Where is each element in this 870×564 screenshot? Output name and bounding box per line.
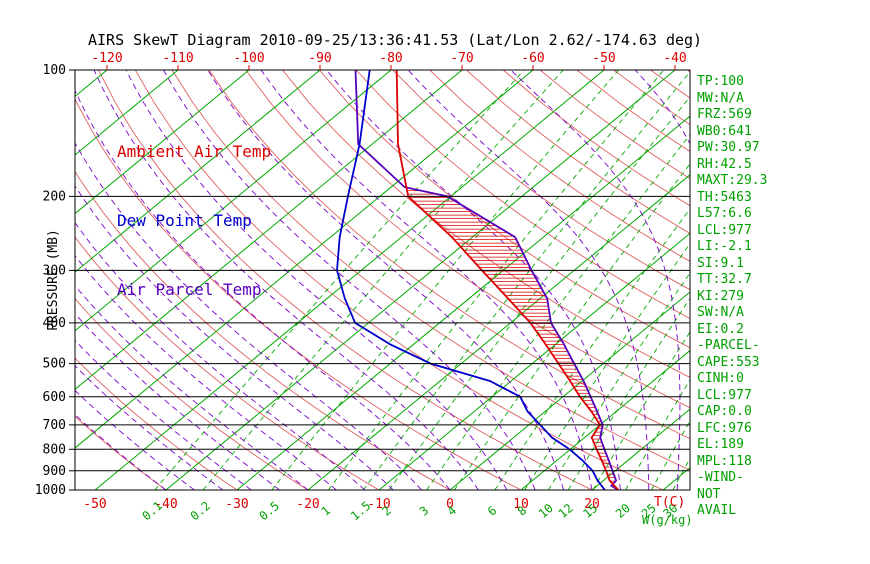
dry-adiabat [283,70,870,490]
svg-text:10: 10 [536,501,556,521]
stat-line: SW:N/A [697,305,767,322]
legend-parcel: Air Parcel Temp [117,278,271,301]
stat-line: TH:5463 [697,190,767,207]
mixing-ratio-line [525,70,818,490]
svg-text:-50: -50 [83,497,106,512]
svg-text:-30: -30 [225,497,248,512]
stat-line: EI:0.2 [697,322,767,339]
svg-text:600: 600 [43,390,66,405]
temp-unit-label: T(C) [654,495,685,510]
svg-text:800: 800 [43,442,66,457]
svg-text:-110: -110 [162,51,193,66]
svg-text:2: 2 [379,503,394,518]
stat-line: MAXT:29.3 [697,173,767,190]
svg-text:-60: -60 [521,51,544,66]
stat-line: MW:N/A [697,91,767,108]
legend: Ambient Air Temp Dew Point Temp Air Parc… [117,94,271,324]
svg-text:-90: -90 [308,51,331,66]
svg-text:-80: -80 [379,51,402,66]
stat-line: KI:279 [697,289,767,306]
svg-text:-70: -70 [450,51,473,66]
stat-line: FRZ:569 [697,107,767,124]
moist-adiabat [408,70,649,490]
mixing-ratio-line [389,70,712,490]
svg-text:4: 4 [445,503,460,518]
stat-line: RH:42.5 [697,157,767,174]
svg-text:1: 1 [319,503,334,518]
stat-line: SI:9.1 [697,256,767,273]
stat-line: LCL:977 [697,223,767,240]
svg-text:700: 700 [43,418,66,433]
air-parcel-temp-curve [356,70,619,490]
stat-line: LI:-2.1 [697,239,767,256]
svg-text:-50: -50 [592,51,615,66]
stat-line: -WIND- [697,470,767,487]
dry-adiabat [430,70,870,490]
stat-line: TT:32.7 [697,272,767,289]
stat-line: PW:30.97 [697,140,767,157]
mixing-ratio-line [272,70,619,490]
svg-text:100: 100 [43,63,66,78]
top-temp-labels: -120 -110 -100 -90 -80 -70 -60 -50 -40 [91,51,686,70]
chart-title: AIRS SkewT Diagram 2010-09-25/13:36:41.5… [88,31,702,49]
stat-line: CAPE:553 [697,355,767,372]
svg-text:6: 6 [485,503,500,518]
stat-line: MPL:118 [697,454,767,471]
dry-adiabat [393,70,870,490]
svg-text:0.2: 0.2 [188,499,214,524]
stat-line: -PARCEL- [697,338,767,355]
svg-text:900: 900 [43,464,66,479]
svg-text:T(C): T(C) [654,495,685,510]
svg-text:20: 20 [613,501,633,521]
mixing-ratio-line [548,70,836,490]
svg-text:-40: -40 [663,51,686,66]
legend-dew: Dew Point Temp [117,209,271,232]
legend-ambient: Ambient Air Temp [117,140,271,163]
svg-text:-100: -100 [233,51,264,66]
mixing-unit-label: W(g/kg) [642,513,693,527]
stat-line: NOT [697,487,767,504]
dry-adiabat [319,70,870,490]
svg-text:-120: -120 [91,51,122,66]
stat-line: AVAIL [697,503,767,520]
stat-line: CINH:0 [697,371,767,388]
dry-adiabat [356,70,870,490]
stat-line: EL:189 [697,437,767,454]
stat-line: LCL:977 [697,388,767,405]
svg-text:500: 500 [43,357,66,372]
svg-text:3: 3 [417,503,432,518]
pressure-axis-label: PRESSURE (MB) [46,229,61,331]
svg-text:-20: -20 [296,497,319,512]
svg-text:12: 12 [556,501,576,521]
stat-line: LFC:976 [697,421,767,438]
stat-line: TP:100 [697,74,767,91]
svg-text:0.5: 0.5 [257,499,283,524]
svg-text:1000: 1000 [35,483,66,498]
svg-text:W(g/kg): W(g/kg) [642,513,693,527]
stat-line: CAP:0.0 [697,404,767,421]
stat-line: L57:6.6 [697,206,767,223]
svg-text:200: 200 [43,189,66,204]
stat-line: WB0:641 [697,124,767,141]
